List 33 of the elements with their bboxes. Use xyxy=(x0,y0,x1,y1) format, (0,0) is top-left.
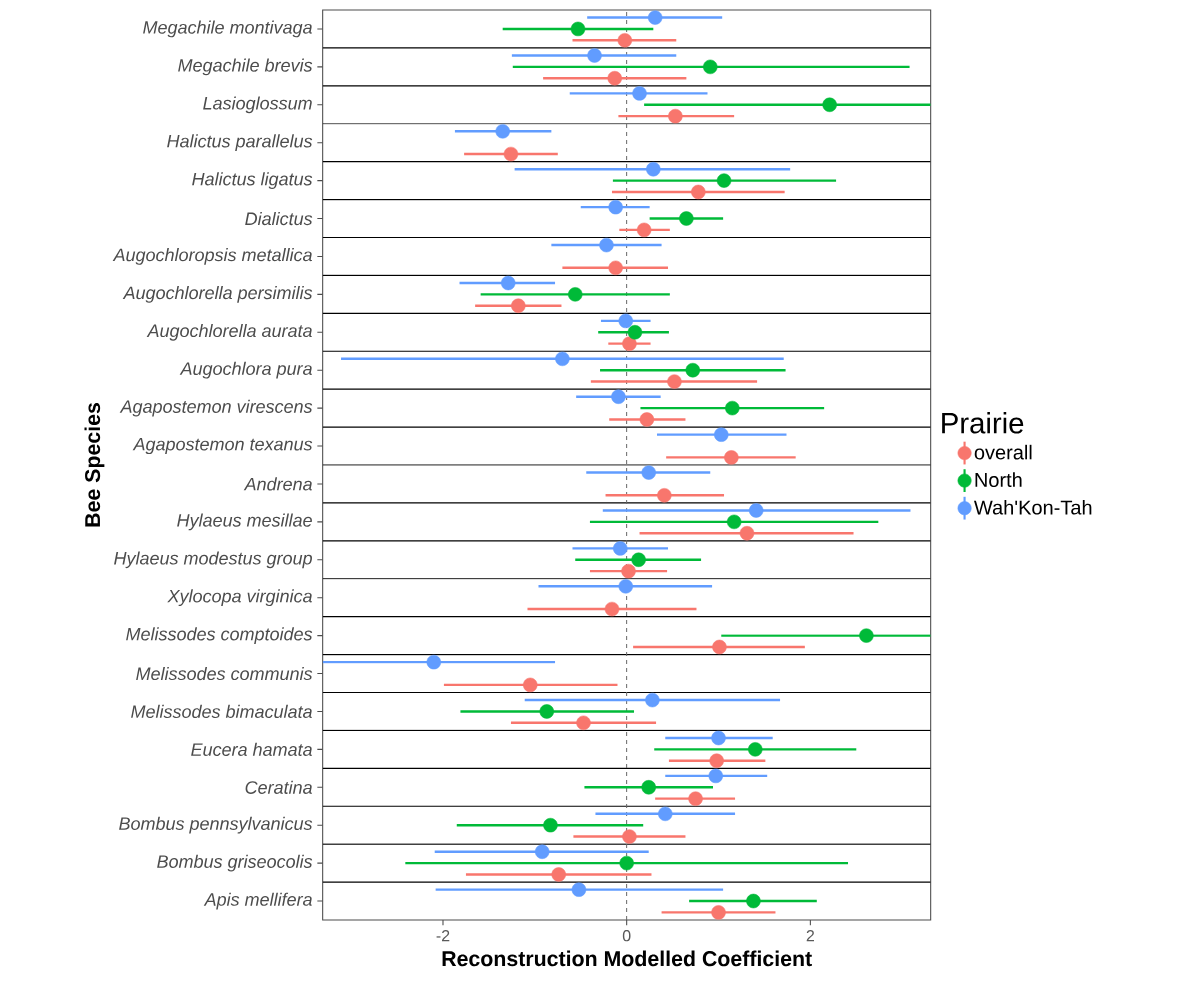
y-tick-label: Megachile brevis xyxy=(178,58,313,76)
y-tick-label: Ceratina xyxy=(245,780,312,794)
y-tick-label: Augochlorella persimilis xyxy=(122,285,313,303)
y-tick-label: Augochlorella aurata xyxy=(146,323,312,341)
legend-label: North xyxy=(975,472,1022,488)
y-tick-label: Melissodes comptoides xyxy=(126,627,313,645)
x-tick-label: 2 xyxy=(806,930,815,942)
y-tick-label: Bombus griseocolis xyxy=(157,854,313,872)
legend-title: Prairie xyxy=(942,412,1024,434)
x-tick-label: 0 xyxy=(622,930,631,942)
y-tick-label: Megachile montivaga xyxy=(143,20,312,38)
y-tick-label: Melissodes communis xyxy=(136,666,313,681)
y-tick-label: Hylaeus modestus group xyxy=(114,551,312,569)
y-tick-label: Xylocopa virginica xyxy=(167,589,312,607)
x-tick-label: -2 xyxy=(436,930,450,942)
y-tick-label: Augochlora pura xyxy=(179,361,312,379)
y-tick-label: Andrena xyxy=(243,477,312,491)
y-tick-label: Agapostemon texanus xyxy=(132,437,313,455)
y-tick-label: Augochloropsis metallica xyxy=(112,248,312,265)
y-tick-label: Halictus parallelus xyxy=(167,134,313,152)
y-tick-label: Dialictus xyxy=(245,211,313,226)
y-tick-label: Eucera hamata xyxy=(191,742,312,756)
y-tick-label: Melissodes bimaculata xyxy=(131,704,312,719)
y-tick-label: Halictus ligatus xyxy=(192,172,313,190)
legend-label: Wah'Kon-Tah xyxy=(973,499,1092,515)
y-tick-label: Apis mellifera xyxy=(203,892,312,910)
y-axis-title: Bee Species xyxy=(84,403,105,527)
x-axis-title: Reconstruction Modelled Coefficient xyxy=(442,950,812,967)
legend-label: overall xyxy=(974,444,1032,460)
y-tick-label: Hylaeus mesillae xyxy=(177,513,312,531)
y-tick-label: Bombus pennsylvanicus xyxy=(119,816,313,834)
y-tick-label: Lasioglossum xyxy=(203,96,312,114)
y-tick-label: Agapostemon virescens xyxy=(119,399,313,417)
